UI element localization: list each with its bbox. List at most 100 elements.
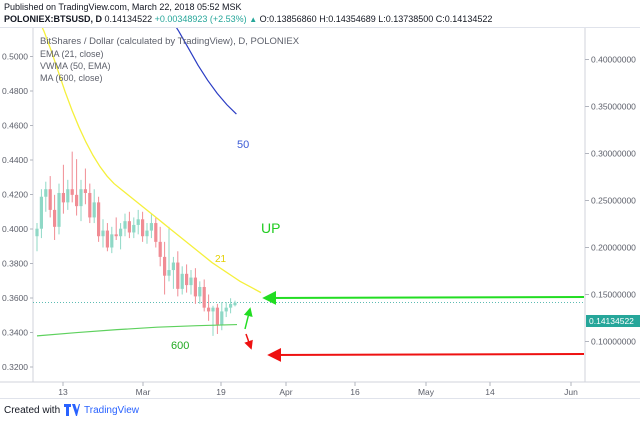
candle-body <box>163 256 167 276</box>
published-line: Published on TradingView.com, March 22, … <box>4 2 242 12</box>
candle-body <box>57 192 61 227</box>
candle-body <box>105 230 109 248</box>
candle-body <box>101 230 105 237</box>
candle-body <box>61 192 65 203</box>
change-text: +0.00348923 (+2.53%) <box>154 14 247 24</box>
candle-body <box>180 273 184 289</box>
left-tick-label: 0.4000 <box>2 224 28 234</box>
candle-body <box>185 273 189 286</box>
candle-body <box>193 277 197 297</box>
tradingview-link[interactable]: TradingView <box>84 405 140 416</box>
left-tick-label: 0.3800 <box>2 259 28 269</box>
last-price-tag <box>586 315 640 327</box>
right-tick-label: 0.20000000 <box>591 243 636 253</box>
last-price: 0.14134522 <box>104 14 153 24</box>
candle-body <box>202 286 206 308</box>
right-tick-label: 0.30000000 <box>591 149 636 159</box>
legend-ma: MA (600, close) <box>40 73 103 83</box>
candle-body <box>119 228 123 237</box>
left-tick-label: 0.4200 <box>2 190 28 200</box>
x-tick-label: Mar <box>136 387 151 397</box>
candle-body <box>53 209 57 227</box>
label-50: 50 <box>237 139 249 151</box>
left-tick-label: 0.4400 <box>2 155 28 165</box>
x-tick-label: Apr <box>279 387 292 397</box>
candle-body <box>141 219 145 237</box>
candle-body <box>88 192 92 218</box>
green-horizontal-arrow <box>262 290 585 305</box>
candle-body <box>39 196 43 229</box>
created-with-text: Created with <box>4 405 61 416</box>
legend-main: BitShares / Dollar (calculated by Tradin… <box>40 36 300 47</box>
small-up-arrow <box>243 307 253 330</box>
change-value: +0.00348923 (+2.53%) ▲ <box>155 14 258 24</box>
right-tick-label: 0.25000000 <box>591 196 636 206</box>
footer: Created with TradingView <box>0 398 640 425</box>
x-axis-ticks: 13 Mar 19 Apr 16 May 14 Jun <box>58 382 578 397</box>
x-tick-label: May <box>418 387 435 397</box>
candle-body <box>92 202 96 218</box>
candle-body <box>158 241 162 257</box>
legend-vwma: VWMA (50, EMA) <box>40 61 111 71</box>
candle-body <box>66 189 70 203</box>
candle-body <box>176 262 180 289</box>
candle-body <box>207 307 211 312</box>
x-tick-label: 14 <box>485 387 495 397</box>
candle-body <box>167 270 171 276</box>
candle-body <box>79 189 83 207</box>
legend-ema: EMA (21, close) <box>40 49 104 59</box>
candle-body <box>229 303 233 308</box>
tradingview-logo-icon <box>64 404 80 416</box>
right-tick-label: 0.10000000 <box>591 337 636 347</box>
candle-body <box>97 202 101 237</box>
candle-body <box>154 223 158 242</box>
small-down-arrow <box>244 333 253 350</box>
candle-body <box>70 189 74 195</box>
candle-body <box>132 224 136 233</box>
ema21-line <box>41 28 262 294</box>
candle-body <box>123 221 127 229</box>
right-axis-ticks: 0.10000000 0.15000000 0.20000000 0.25000000… <box>585 55 636 347</box>
right-tick-label: 0.35000000 <box>591 102 636 112</box>
candle-body <box>171 262 175 271</box>
candles-group <box>35 151 237 336</box>
left-tick-label: 0.3600 <box>2 293 28 303</box>
x-tick-label: 16 <box>350 387 360 397</box>
price-chart[interactable]: 0.3200 0.3400 0.3600 0.3800 0.4000 0.4200 0.44… <box>0 28 640 398</box>
symbol-line: POLONIEX:BTSUSD, D 0.14134522 +0.0034892… <box>4 14 492 24</box>
left-tick-label: 0.3400 <box>2 328 28 338</box>
left-tick-label: 0.4600 <box>2 121 28 131</box>
x-tick-label: Jun <box>564 387 578 397</box>
candle-body <box>110 234 114 248</box>
last-price-tag-text: 0.14134522 <box>589 316 634 326</box>
left-tick-label: 0.5000 <box>2 52 28 62</box>
ma600-line <box>36 323 238 337</box>
vwma50-line <box>175 28 237 115</box>
label-21: 21 <box>215 254 227 265</box>
candle-body <box>145 230 149 237</box>
candle-body <box>233 302 237 306</box>
candle-body <box>224 307 228 312</box>
candle-body <box>220 311 224 325</box>
candle-body <box>75 194 79 207</box>
candle-body <box>211 307 215 312</box>
label-600: 600 <box>171 340 189 352</box>
up-label: UP <box>261 220 280 236</box>
header-divider <box>0 27 640 28</box>
candle-body <box>83 189 87 193</box>
candle-body <box>189 277 193 286</box>
red-horizontal-arrow <box>267 347 585 362</box>
x-tick-label: 13 <box>58 387 68 397</box>
right-tick-label: 0.40000000 <box>591 55 636 65</box>
candle-body <box>114 234 118 237</box>
left-tick-label: 0.3200 <box>2 362 28 372</box>
candle-body <box>127 221 131 233</box>
candle-body <box>44 189 48 197</box>
candle-body <box>149 223 153 231</box>
left-axis-ticks: 0.3200 0.3400 0.3600 0.3800 0.4000 0.4200 0.44… <box>2 52 33 372</box>
x-tick-label: 19 <box>216 387 226 397</box>
left-tick-label: 0.4800 <box>2 86 28 96</box>
right-tick-label: 0.15000000 <box>591 290 636 300</box>
symbol: POLONIEX:BTSUSD, D <box>4 14 103 24</box>
candle-body <box>35 228 39 237</box>
